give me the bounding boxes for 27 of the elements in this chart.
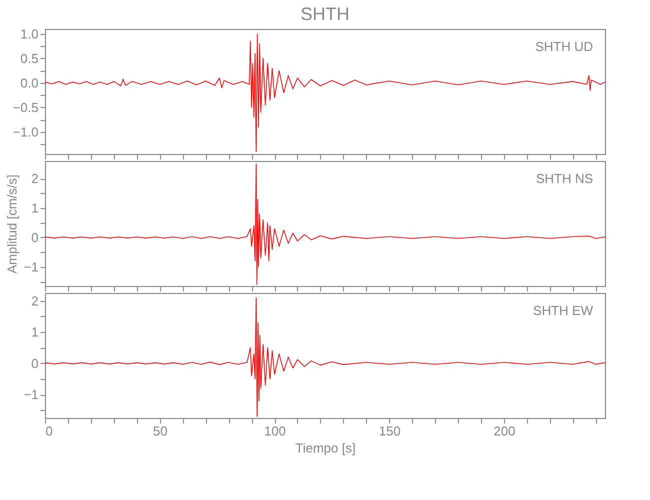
y-tick-label: −1 bbox=[24, 259, 38, 274]
x-tick-label: 200 bbox=[494, 424, 516, 438]
annotation: SHTH EW bbox=[533, 303, 594, 318]
line-series bbox=[44, 34, 606, 152]
y-tick-label: −1 bbox=[24, 387, 38, 402]
y-tick-label: 1 bbox=[31, 200, 38, 216]
x-tick-label: 50 bbox=[153, 424, 168, 438]
x-tick-label: 150 bbox=[378, 424, 401, 438]
y-axis-title: Amplitud [cm/s/s] bbox=[4, 174, 20, 274]
x-tick-label: 100 bbox=[264, 424, 286, 438]
y-tick-label: −1.0 bbox=[12, 124, 38, 140]
annotation: SHTH UD bbox=[535, 39, 593, 54]
annotation: SHTH NS bbox=[536, 171, 594, 186]
y-tick-label: 2 bbox=[31, 293, 38, 308]
chart-title: SHTH bbox=[300, 4, 350, 24]
line-series bbox=[44, 164, 606, 285]
y-tick-label: −0.5 bbox=[12, 100, 38, 115]
y-tick-label: 1.0 bbox=[20, 26, 38, 42]
y-tick-label: 0.5 bbox=[20, 50, 38, 66]
y-tick-label: 1 bbox=[31, 324, 38, 340]
x-axis-title: Tiempo [s] bbox=[295, 440, 356, 456]
y-tick-label: 0 bbox=[31, 230, 38, 245]
y-tick-label: 0.0 bbox=[20, 75, 38, 90]
line-series bbox=[44, 297, 606, 417]
x-tick-label: 0 bbox=[46, 424, 53, 438]
y-tick-label: 0 bbox=[31, 356, 38, 371]
y-tick-label: 2 bbox=[31, 171, 38, 186]
